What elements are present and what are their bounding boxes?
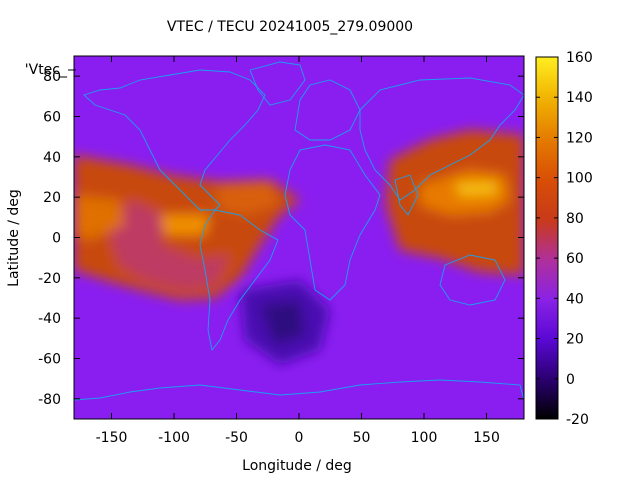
colorbar-tick-label: 120 [566,130,593,146]
x-axis-label: Longitude / deg [242,458,352,474]
coastline-australia [439,254,506,306]
coastline-europe [294,79,361,141]
x-tick-label: 100 [411,430,438,446]
x-tick-label: 150 [473,430,500,446]
coastline-africa [284,144,381,301]
y-axis-ticks: -80 -60 -40 -20 0 20 40 60 80 [38,69,524,408]
colorbar-tick-label: 60 [566,251,584,267]
heat-region-east-peak [455,182,498,196]
x-tick-label: -100 [158,430,190,446]
coastline-antarctica [74,379,524,401]
series-key-label: 'Vtec_ [25,62,68,78]
colorbar-tick-label: 100 [566,171,593,187]
colorbar-tick-label: 40 [566,291,584,307]
colorbar-tick-label: 0 [566,372,575,388]
y-tick-label: 0 [52,231,61,247]
x-axis-ticks: -150 -100 -50 0 50 100 150 [96,56,500,446]
colorbar-tick-label: -20 [566,412,589,428]
coastlines [74,61,524,401]
y-tick-label: -40 [38,311,61,327]
x-tick-label: -150 [96,430,128,446]
low-region-core [260,300,305,345]
coastline-asia [359,77,524,201]
colorbar-tick-label: 80 [566,211,584,227]
colorbar-tick-label: 160 [566,50,593,66]
x-tick-label: 50 [353,430,371,446]
coastline-south-america [199,209,279,352]
x-tick-label: 0 [295,430,304,446]
y-tick-label: 60 [43,110,61,126]
y-tick-label: 40 [43,150,61,166]
heat-region-west-inner [110,200,230,290]
y-axis-label: Latitude / deg [6,189,22,287]
chart-title: VTEC / TECU 20241005_279.09000 [167,19,413,35]
heat-region-central-core [160,215,210,235]
colorbar-ticks: -20 0 20 40 60 80 100 120 140 160 [536,50,593,428]
coastline-greenland [249,61,306,106]
x-tick-label: -50 [225,430,248,446]
coastline-north-america [83,69,266,211]
heatmap-blobs [74,130,524,365]
y-tick-label: -80 [38,392,61,408]
y-tick-label: -60 [38,352,61,368]
heat-region-atlantic [215,180,280,215]
y-tick-label: 20 [43,190,61,206]
coastline-india [394,174,419,216]
colorbar [535,56,559,420]
colorbar-tick-label: 140 [566,90,593,106]
y-tick-label: 80 [43,69,61,85]
heat-region-west-core [74,195,125,240]
colorbar-tick-label: 20 [566,332,584,348]
heatmap-area [74,56,524,419]
y-tick-label: -20 [38,271,61,287]
